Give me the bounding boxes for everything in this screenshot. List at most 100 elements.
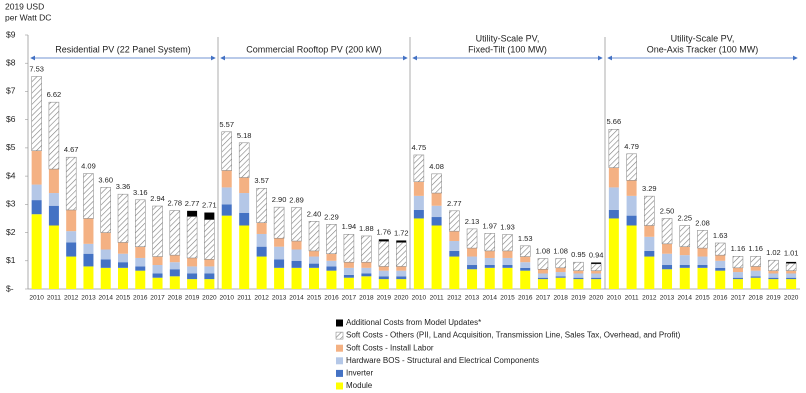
total-label: 5.18 — [237, 131, 252, 140]
bar-segment — [204, 212, 215, 220]
bar-segment — [135, 270, 146, 289]
legend-swatch — [335, 331, 344, 340]
x-tick-label: 2012 — [254, 295, 269, 302]
bar-segment — [152, 256, 163, 266]
bar-segment — [48, 193, 59, 206]
bar-segment — [732, 277, 743, 280]
total-label: 2.71 — [202, 201, 217, 210]
total-label: 2.89 — [289, 195, 304, 204]
x-tick-label: 2017 — [731, 295, 746, 302]
bar-segment — [100, 249, 111, 260]
legend-label: Module — [346, 381, 373, 390]
x-tick-label: 2019 — [377, 295, 392, 302]
bar-segment — [118, 267, 128, 289]
x-tick-label: 2019 — [766, 295, 781, 302]
bar-segment — [83, 266, 94, 289]
bar-segment — [750, 270, 761, 277]
bar-segment — [573, 277, 584, 280]
bar-segment — [326, 224, 337, 254]
total-label: 1.16 — [731, 244, 746, 253]
bar-segment — [662, 243, 673, 254]
x-tick-label: 2016 — [133, 295, 148, 302]
bar-segment — [169, 276, 180, 289]
bar-segment — [66, 242, 77, 257]
bar-segment — [135, 199, 146, 247]
bar-segment — [608, 218, 619, 289]
bar-segment — [291, 267, 302, 289]
bar-segment — [520, 256, 531, 263]
bar-segment — [291, 241, 302, 250]
bar-segment — [83, 173, 94, 219]
bar-segment — [169, 262, 180, 270]
total-label: 2.50 — [660, 206, 675, 215]
bar-segment — [187, 257, 198, 267]
x-tick-label: 2014 — [678, 295, 693, 302]
bar-segment — [378, 279, 389, 289]
panel-title: Commercial Rooftop PV (200 kW) — [246, 44, 382, 54]
bar-segment — [644, 250, 655, 257]
x-tick-label: 2019 — [571, 295, 586, 302]
x-tick-label: 2014 — [289, 295, 304, 302]
bar-segment — [326, 270, 337, 289]
x-tick-label: 2013 — [272, 295, 287, 302]
bar-segment — [361, 276, 372, 289]
bar-segment — [378, 241, 390, 267]
bar-segment — [221, 187, 232, 205]
bar-segment — [555, 272, 566, 277]
bar-segment — [169, 210, 181, 256]
bar-segment — [378, 266, 389, 271]
bar-segment — [466, 228, 478, 249]
total-label: 4.67 — [64, 145, 79, 154]
bar-segment — [502, 234, 513, 252]
total-label: 1.08 — [536, 247, 551, 256]
bar-segment — [135, 246, 146, 258]
bar-segment — [662, 269, 673, 289]
bar-segment — [786, 277, 797, 280]
bar-segment — [204, 219, 215, 260]
x-tick-label: 2015 — [500, 295, 515, 302]
bar-segment — [204, 273, 215, 280]
total-label: 1.72 — [394, 228, 409, 237]
x-tick-label: 2010 — [219, 295, 234, 302]
bar-segment — [413, 195, 424, 210]
bar-segment — [626, 195, 637, 216]
bar-segment — [502, 257, 513, 266]
bar-segment — [484, 265, 495, 268]
panel-title: Fixed-Tilt (100 MW) — [468, 44, 547, 54]
x-tick-label: 2016 — [324, 295, 339, 302]
bar-segment — [135, 257, 146, 267]
bar-segment — [714, 242, 726, 256]
total-label: 1.02 — [766, 248, 781, 257]
bar-segment — [48, 205, 59, 226]
bar-segment — [343, 267, 354, 275]
x-tick-label: 2015 — [116, 295, 131, 302]
x-tick-label: 2011 — [430, 295, 444, 302]
bar-segment — [31, 200, 42, 215]
total-label: 1.63 — [713, 231, 728, 240]
y-tick-label: $8 — [6, 57, 16, 67]
bar-segment — [31, 76, 42, 151]
total-label: 3.36 — [116, 182, 131, 191]
bar-segment — [519, 245, 531, 257]
bar-segment — [431, 193, 442, 206]
bar-segment — [396, 266, 407, 271]
bar-segment — [83, 218, 94, 244]
x-tick-label: 2016 — [518, 295, 533, 302]
bar-segment — [169, 255, 180, 263]
bar-segment — [750, 276, 761, 278]
bar-segment — [715, 255, 726, 261]
total-label: 3.29 — [642, 184, 657, 193]
total-label: 2.90 — [272, 195, 287, 204]
x-tick-label: 2012 — [64, 295, 79, 302]
legend-label: Inverter — [346, 369, 373, 378]
bar-segment — [100, 187, 111, 233]
total-label: 1.76 — [377, 227, 392, 236]
bar-segment — [378, 276, 389, 280]
total-label: 2.78 — [168, 199, 183, 208]
bar-segment — [537, 277, 548, 280]
bar-segment — [715, 260, 726, 268]
x-tick-label: 2010 — [607, 295, 622, 302]
bar-segment — [661, 218, 673, 245]
bar-segment — [644, 195, 655, 226]
total-label: 6.62 — [47, 90, 62, 99]
